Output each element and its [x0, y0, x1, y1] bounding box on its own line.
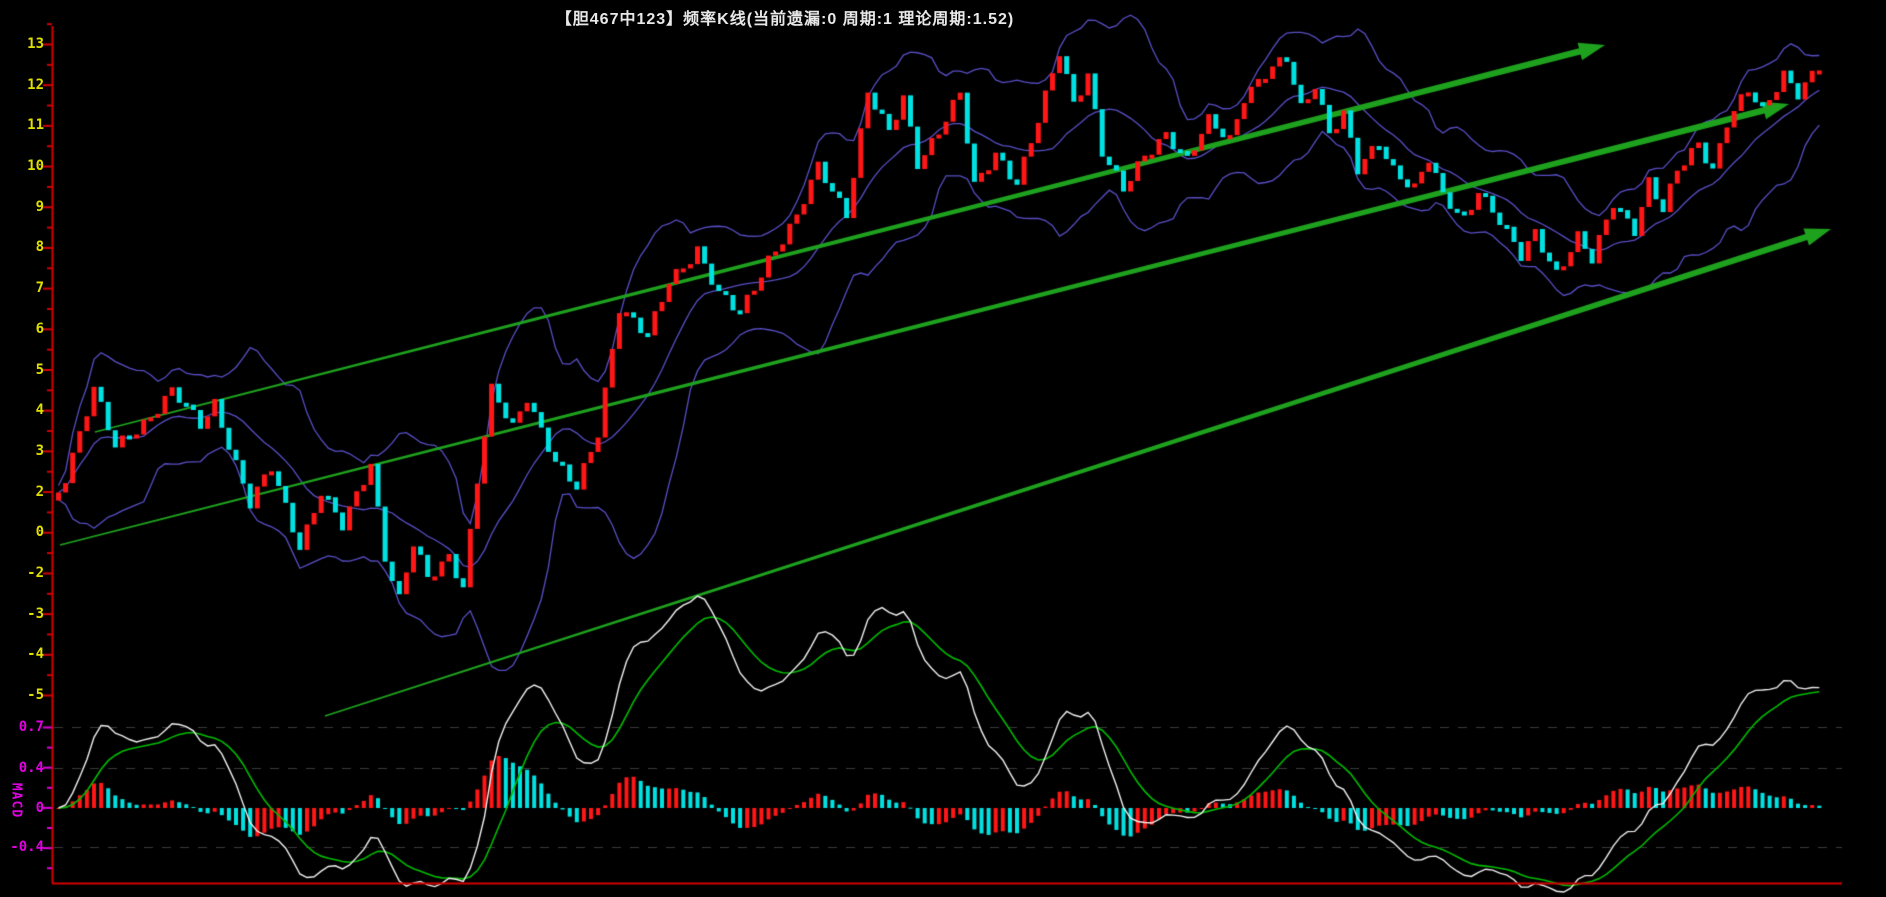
y-axis-label: 11: [27, 117, 44, 134]
y-axis-label: 7: [35, 280, 44, 297]
y-axis-label: 5: [35, 361, 44, 378]
macd-axis-label: -0.4: [10, 839, 44, 855]
y-axis-label: -4: [27, 646, 44, 663]
macd-axis-label: 0.7: [18, 719, 44, 735]
y-axis-label: -2: [27, 564, 44, 581]
macd-axis-label: 0.4: [18, 760, 44, 776]
chart-title: 【胆467中123】频率K线(当前遗漏:0 周期:1 理论周期:1.52): [555, 11, 1015, 28]
y-axis-label: 9: [35, 198, 44, 215]
y-axis-label: -3: [27, 605, 44, 622]
y-axis-label: 8: [35, 239, 44, 256]
y-axis-label: 12: [27, 76, 44, 93]
y-axis-label: 10: [27, 158, 44, 175]
y-axis-label: 2: [35, 483, 44, 500]
y-axis-label: 13: [27, 36, 44, 52]
y-axis-label: 6: [35, 320, 44, 337]
y-axis-label: 3: [35, 442, 44, 459]
macd-panel-label: MACD: [8, 782, 24, 819]
y-axis-label: 4: [35, 402, 44, 419]
macd-axis-label: 0: [35, 800, 44, 816]
y-axis-label: 0: [35, 524, 44, 541]
y-axis-label: -5: [27, 687, 44, 703]
